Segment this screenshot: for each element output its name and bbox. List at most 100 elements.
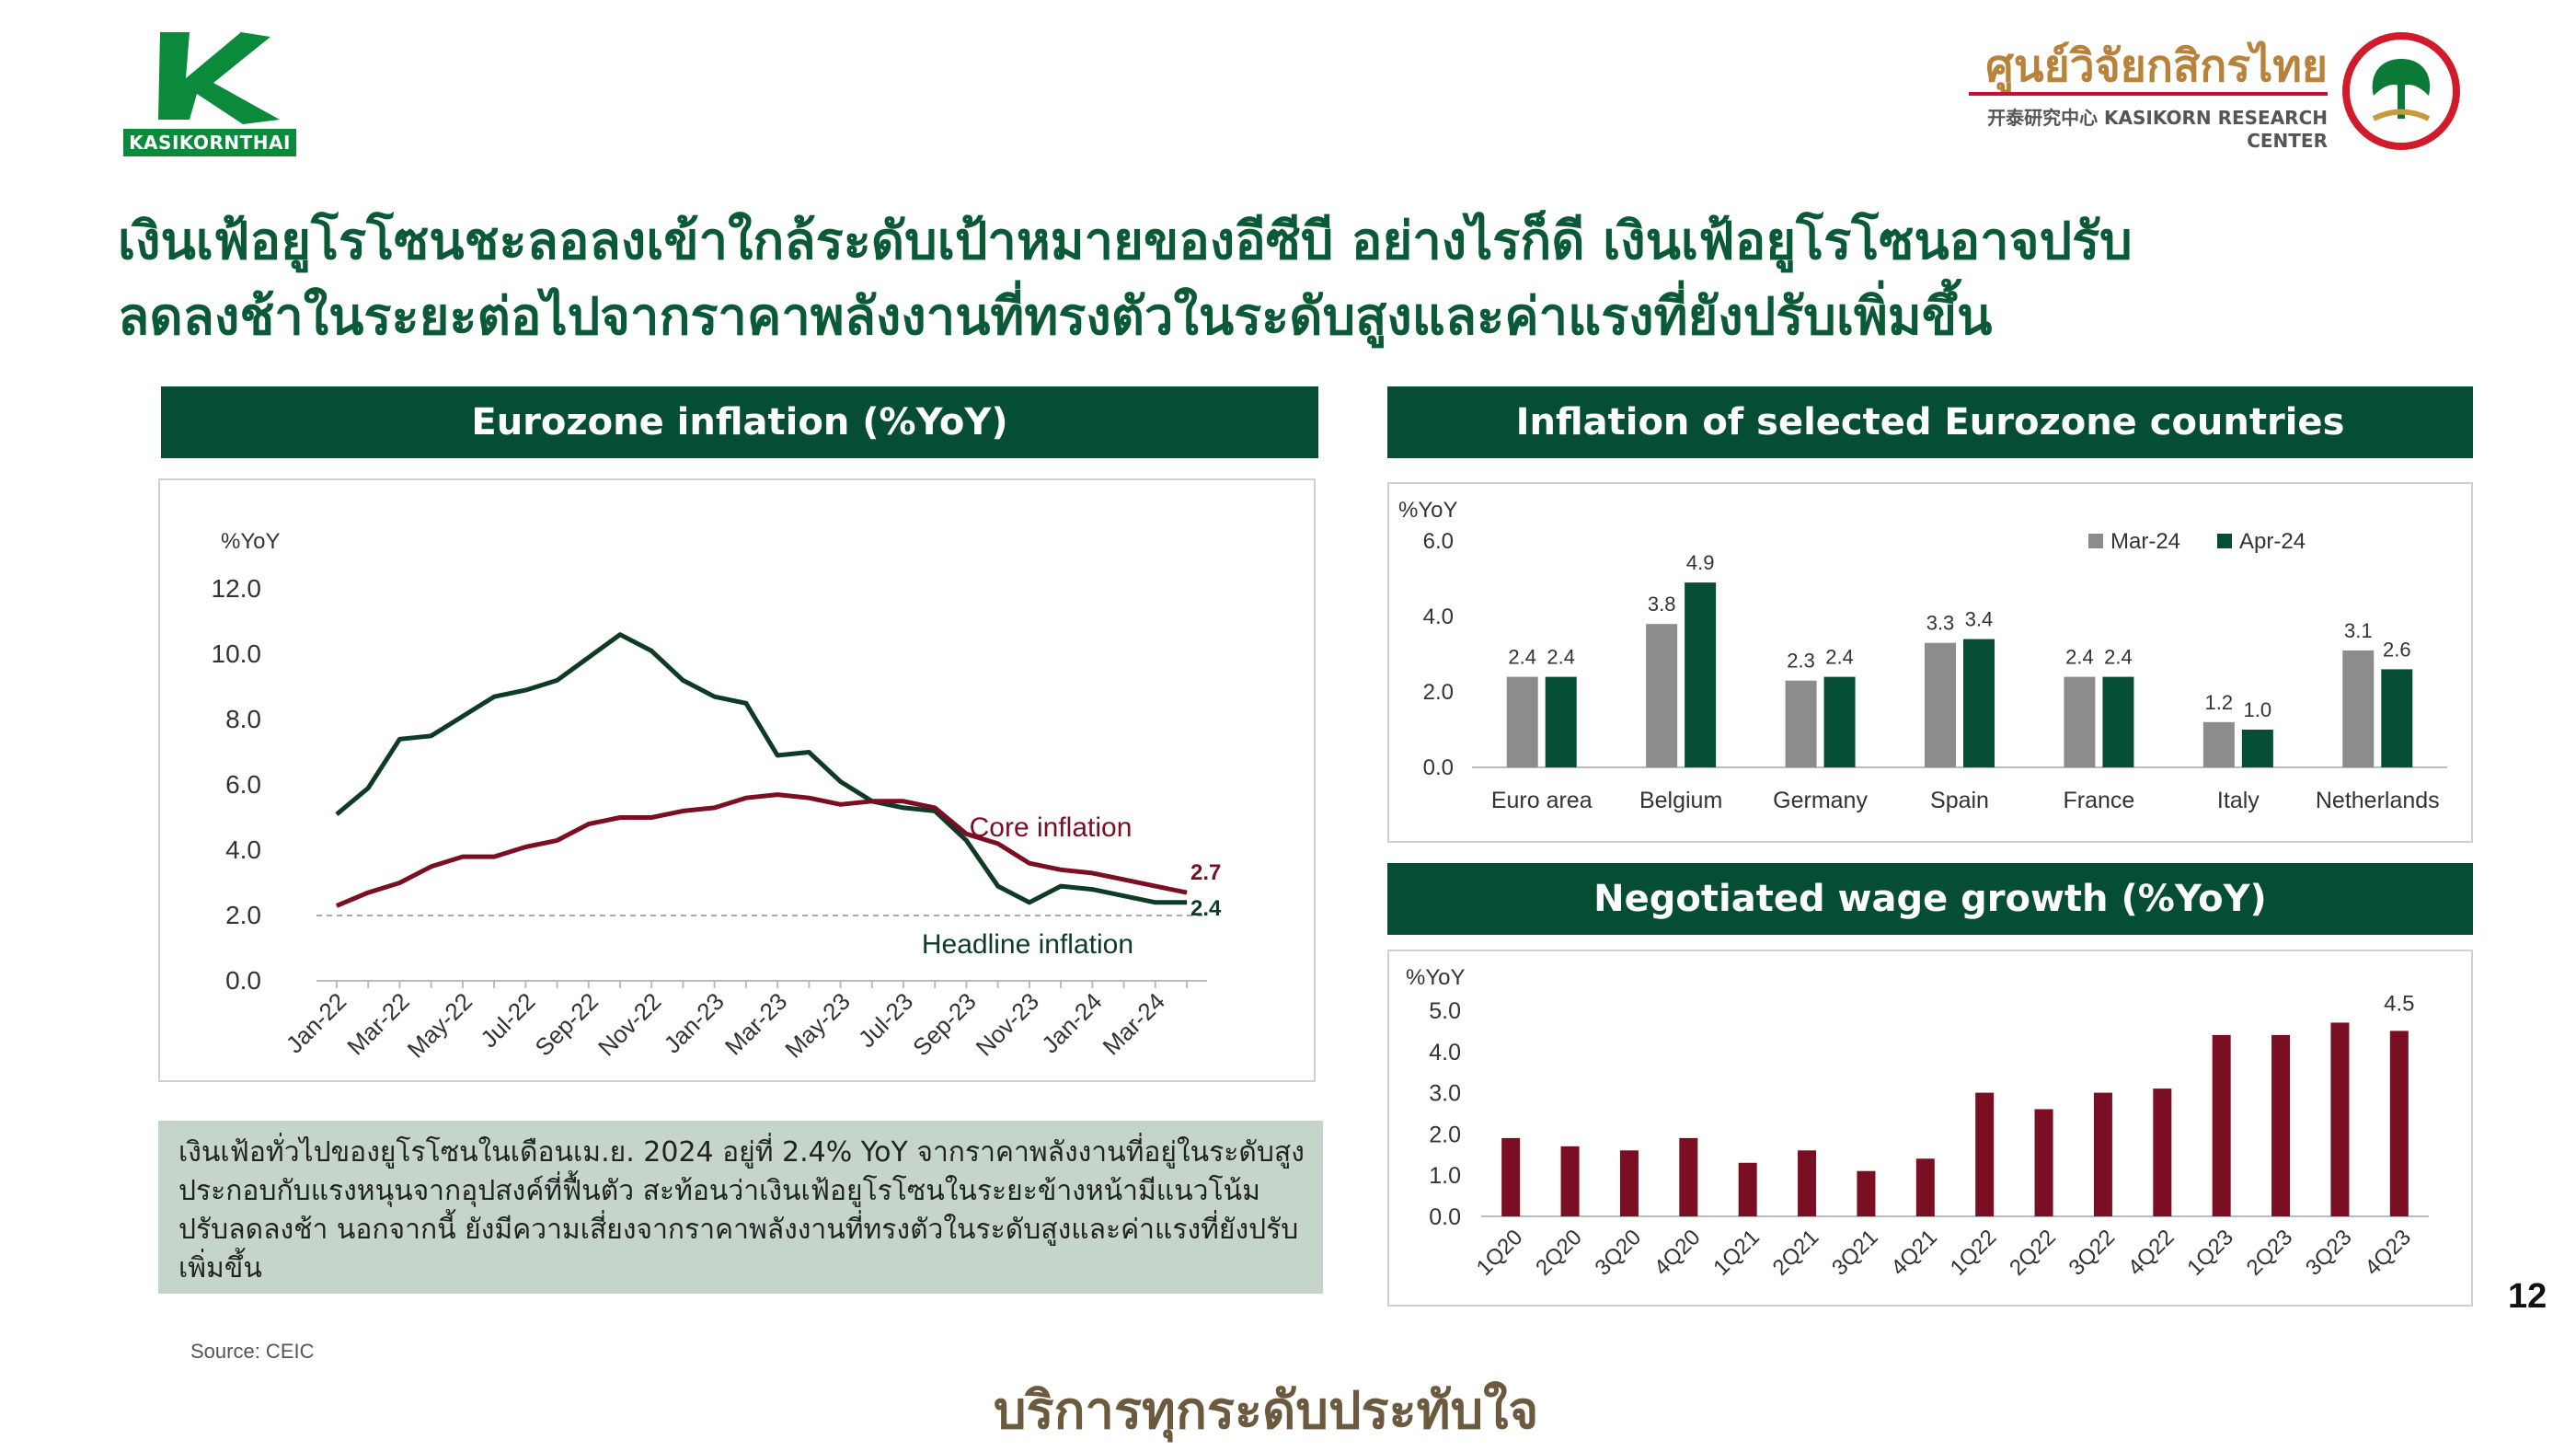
wage-bar [1560,1146,1580,1216]
wage-bar [1975,1092,1995,1216]
x-category-label: Italy [2217,788,2260,813]
kasikornthai-wordmark: KASIKORNTHAI [123,129,296,156]
series-line-headline-inflation [335,632,1187,905]
headline-line-1: เงินเฟ้อยูโรโซนชะลอลงเข้าใกล้ระดับเป้าหม… [118,212,2133,271]
summary-note-box: เงินเฟ้อทั่วไปของยูโรโซนในเดือนเม.ย. 202… [158,1121,1323,1294]
data-point [524,689,526,691]
bar-mar-24 [1785,680,1817,767]
country-inflation-chart: %YoY 0.0 2.0 4.0 6.0 2.4 2.4 Euro area 3.8 4.9 Bel… [1398,498,2447,813]
slide-headline: เงินเฟ้อยูโรโซนชะลอลงเข้าใกล้ระดับเป้าหม… [118,204,2473,355]
bar-apr-24 [2102,676,2134,767]
x-category-label: 1Q22 [1946,1225,2002,1281]
data-point [336,904,338,906]
bar-value-label: 2.4 [1825,646,1854,669]
y-tick-label: 10.0 [212,639,262,668]
bar-apr-24 [1685,582,1717,767]
legend-headline-inflation: Headline inflation [922,929,1133,960]
y-tick-label: 12.0 [212,574,262,603]
data-point [1091,889,1093,891]
y-tick-label: 5.0 [1429,998,1461,1024]
data-point [997,885,999,887]
legend-swatch [2088,534,2103,548]
x-category-label: Belgium [1639,788,1722,813]
bar-value-label: 2.4 [2104,646,2133,669]
bar-value-label: 1.0 [2244,698,2272,721]
series-end-label: 2.7 [1190,860,1221,885]
data-point [934,807,936,809]
y-tick-label: 6.0 [1423,529,1454,554]
data-point [682,810,684,812]
krc-thai-wordmark: ศูนย์วิจัยกสิกรไทย [1985,40,2328,92]
kasikornthai-logo: KASIKORNTHAI [123,28,298,156]
krc-logo: ศูนย์วิจัยกสิกรไทย 开泰研究中心 KASIKORN RESEA… [1960,28,2466,156]
y-tick-label: 3.0 [1429,1081,1461,1107]
bar-mar-24 [2064,676,2096,767]
wage-bar [2271,1034,2291,1216]
krc-logo-rule [1969,92,2328,96]
data-point [1186,892,1188,893]
eurozone-inflation-panel: %YoY 0.0 2.0 4.0 6.0 8.0 10.0 12.0 Jan-22 Mar-22 M… [158,478,1316,1082]
data-point [776,754,778,756]
x-category-label: 2Q22 [2005,1225,2061,1281]
x-tick-label: Mar-24 [1098,987,1170,1060]
bar-value-label: 4.5 [2384,991,2414,1016]
y-tick-label: 4.0 [1423,605,1454,629]
wage-bar [2212,1034,2231,1216]
data-point [965,839,967,841]
x-tick-label: Nov-23 [971,987,1044,1061]
y-tick-label: 0.0 [1423,755,1454,780]
data-point [619,817,621,818]
x-category-label: 1Q20 [1472,1225,1528,1281]
y-tick-label: 4.0 [1429,1040,1461,1065]
data-point [840,803,842,805]
wage-bar [1738,1162,1757,1216]
wage-bar [2034,1109,2053,1216]
data-point [840,780,842,782]
data-point [871,800,873,802]
wage-growth-title: Negotiated wage growth (%YoY) [1387,863,2473,935]
y-tick-label: 2.0 [1429,1122,1461,1147]
series-line-core-inflation [336,792,1188,908]
data-point [903,800,904,802]
x-tick-label: Jan-24 [1036,987,1107,1058]
data-point [682,679,684,681]
data-point [808,752,810,753]
data-point [398,738,400,740]
x-category-label: 3Q22 [2064,1225,2121,1281]
data-point [524,846,526,847]
x-category-label: 3Q21 [1827,1225,1883,1281]
wage-bar [1619,1150,1639,1216]
bar-mar-24 [2342,650,2375,767]
y-tick-label: 2.0 [1423,680,1454,705]
x-category-label: 4Q20 [1650,1225,1706,1281]
data-point [745,702,747,704]
data-point [714,807,716,809]
y-tick-label: 6.0 [225,770,261,799]
x-tick-label: Jan-23 [658,987,729,1058]
bar-value-label: 3.1 [2344,619,2373,642]
x-category-label: 3Q23 [2301,1225,2357,1281]
bar-value-label: 3.4 [1965,608,1994,631]
wage-bar [2093,1092,2112,1216]
data-point [588,823,590,825]
wage-bar [1501,1137,1521,1216]
wage-growth-panel: %YoY 0.0 1.0 2.0 3.0 4.0 5.0 1Q20 2Q20 3Q20 4Q20 1Q… [1387,950,2473,1307]
y-tick-label: 4.0 [225,835,261,864]
data-point [367,788,369,789]
data-point [650,817,652,818]
legend-label: Apr-24 [2239,529,2306,554]
data-point [493,856,495,858]
x-category-label: 2Q20 [1531,1225,1587,1281]
data-point [462,856,464,858]
wage-bar [2389,1031,2409,1216]
x-category-label: France [2064,788,2135,813]
data-point [808,797,810,799]
bar-value-label: 3.3 [1926,612,1955,635]
legend-swatch [2217,534,2232,548]
data-point [1060,885,1062,887]
wage-bar [1679,1137,1698,1216]
footer-slogan: บริการทุกระดับประทับใจ [994,1381,1539,1441]
data-point [367,892,369,893]
y-tick-label: 0.0 [225,966,261,995]
x-tick-label: May-23 [779,987,856,1064]
